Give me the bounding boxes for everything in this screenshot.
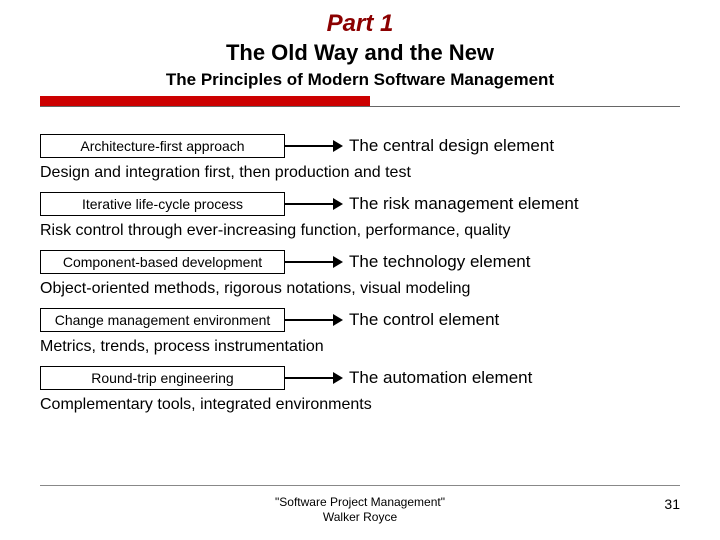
arrow-right-icon xyxy=(285,252,343,272)
arrow-right-icon xyxy=(285,310,343,330)
footer-source-line2: Walker Royce xyxy=(275,510,445,526)
arrow-right-icon xyxy=(285,194,343,214)
footer-source-line1: "Software Project Management" xyxy=(275,495,445,511)
part-label: Part 1 xyxy=(0,10,720,38)
principle-element: The risk management element xyxy=(349,194,579,214)
title-underline xyxy=(40,106,680,107)
title-underline-group xyxy=(40,96,680,110)
footer-source: "Software Project Management" Walker Roy… xyxy=(275,495,445,526)
principle-desc: Metrics, trends, process instrumentation xyxy=(40,338,680,356)
principle-element: The technology element xyxy=(349,252,530,272)
slide-footer: "Software Project Management" Walker Roy… xyxy=(0,495,720,526)
principle-desc: Object-oriented methods, rigorous notati… xyxy=(40,280,680,298)
slide-header: Part 1 The Old Way and the New The Princ… xyxy=(0,0,720,90)
principle-box: Architecture-first approach xyxy=(40,134,285,158)
page-number: 31 xyxy=(664,496,680,512)
principle-desc: Complementary tools, integrated environm… xyxy=(40,396,680,414)
principle-element: The central design element xyxy=(349,136,554,156)
principle-row: Component-based development The technolo… xyxy=(40,250,680,274)
arrow-right-icon xyxy=(285,368,343,388)
footer-divider xyxy=(40,485,680,486)
principle-box: Component-based development xyxy=(40,250,285,274)
principle-desc: Design and integration first, then produ… xyxy=(40,164,680,182)
arrow-right-icon xyxy=(285,136,343,156)
principle-desc: Risk control through ever-increasing fun… xyxy=(40,222,680,240)
subtitle: The Principles of Modern Software Manage… xyxy=(0,70,720,90)
principle-row: Iterative life-cycle process The risk ma… xyxy=(40,192,680,216)
principle-row: Round-trip engineering The automation el… xyxy=(40,366,680,390)
content-area: Architecture-first approach The central … xyxy=(40,134,680,414)
principle-row: Change management environment The contro… xyxy=(40,308,680,332)
principle-box: Round-trip engineering xyxy=(40,366,285,390)
main-title: The Old Way and the New xyxy=(0,40,720,66)
principle-element: The automation element xyxy=(349,368,532,388)
red-accent-bar xyxy=(40,96,370,106)
principle-box: Iterative life-cycle process xyxy=(40,192,285,216)
principle-element: The control element xyxy=(349,310,499,330)
principle-box: Change management environment xyxy=(40,308,285,332)
slide: Part 1 The Old Way and the New The Princ… xyxy=(0,0,720,540)
principle-row: Architecture-first approach The central … xyxy=(40,134,680,158)
